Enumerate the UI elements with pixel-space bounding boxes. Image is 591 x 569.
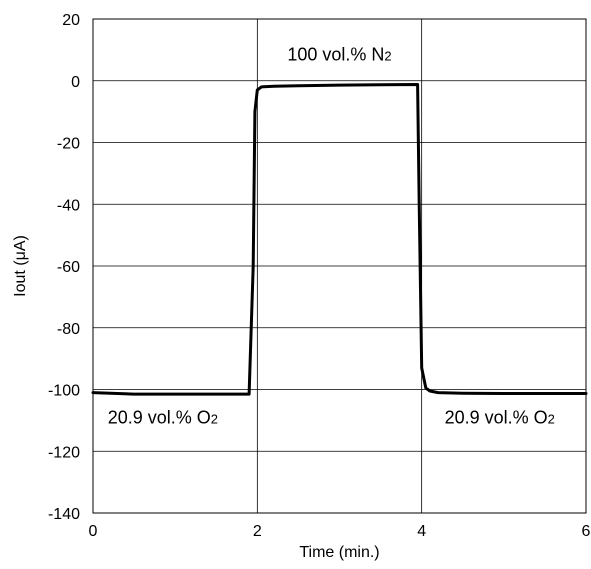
x-axis-title: Time (min.) <box>299 544 379 561</box>
annotation-label: 20.9 vol.% O2 <box>445 407 555 427</box>
plot-area-border <box>92 18 587 514</box>
x-tick-label: 0 <box>89 523 98 540</box>
series-line <box>91 83 588 396</box>
x-tick-label: 4 <box>417 523 426 540</box>
y-tick-label: -100 <box>48 383 80 400</box>
x-axis-tick-labels: 0 2 4 6 <box>89 523 591 540</box>
y-tick-label: -60 <box>57 259 80 276</box>
annotation-label: 100 vol.% N2 <box>287 45 391 65</box>
y-tick-label: -80 <box>57 321 80 338</box>
y-tick-label: 0 <box>71 74 80 91</box>
x-tick-label: 6 <box>582 523 591 540</box>
y-tick-label: -120 <box>48 444 80 461</box>
series-group <box>91 83 588 396</box>
y-tick-label: -20 <box>57 136 80 153</box>
annotations: 100 vol.% N2 20.9 vol.% O2 20.9 vol.% O2 <box>108 45 555 428</box>
annotation-label: 20.9 vol.% O2 <box>108 407 218 427</box>
grid-lines <box>93 19 586 513</box>
y-axis-tick-labels: 20 0 -20 -40 -60 -80 -100 -120 -140 <box>48 12 80 523</box>
y-axis-title: Iout (μA) <box>12 235 29 297</box>
x-tick-label: 2 <box>253 523 262 540</box>
y-tick-label: 20 <box>62 12 80 29</box>
y-tick-label: -140 <box>48 506 80 523</box>
y-tick-label: -40 <box>57 197 80 214</box>
